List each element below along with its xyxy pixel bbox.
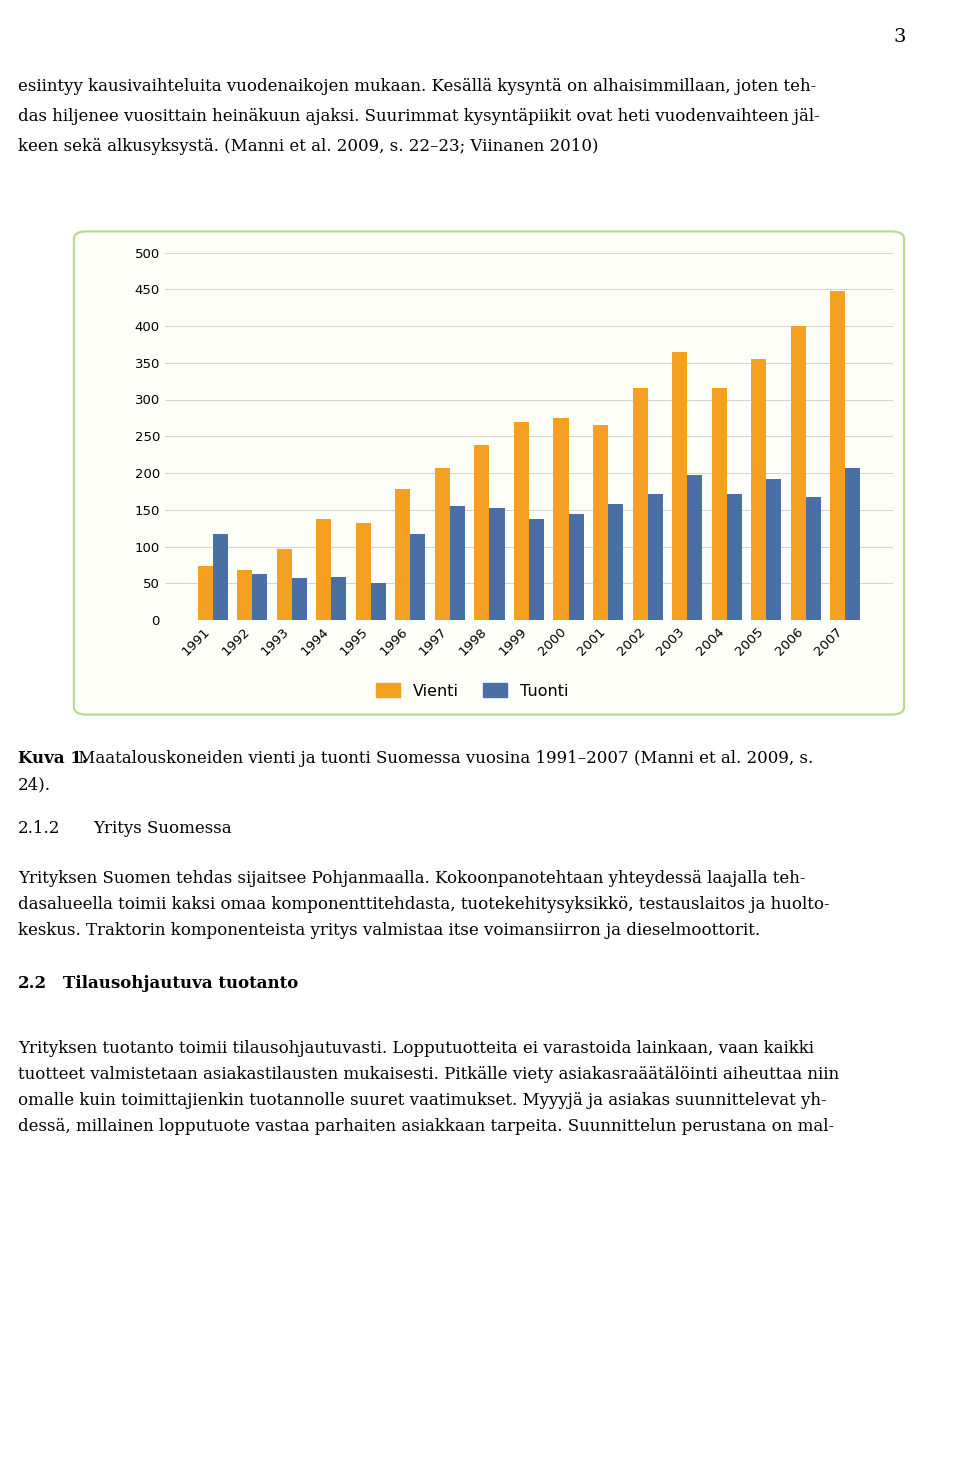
Text: tuotteet valmistetaan asiakastilausten mukaisesti. Pitkälle viety asiakasraäätäl: tuotteet valmistetaan asiakastilausten m… <box>18 1066 839 1083</box>
Text: 2.2: 2.2 <box>18 975 47 993</box>
Bar <box>198 566 213 620</box>
Text: keen sekä alkusyksystä. (Manni et al. 2009, s. 22–23; Viinanen 2010): keen sekä alkusyksystä. (Manni et al. 20… <box>18 139 598 155</box>
Bar <box>529 519 544 620</box>
Bar <box>435 468 450 620</box>
Text: 24).: 24). <box>18 776 51 794</box>
Bar <box>790 326 805 620</box>
Text: Kuva 1.: Kuva 1. <box>18 749 87 767</box>
Bar <box>237 569 252 620</box>
Bar <box>371 583 386 620</box>
Bar <box>450 506 465 620</box>
FancyBboxPatch shape <box>60 223 919 723</box>
Bar <box>213 534 228 619</box>
Text: Yrityksen tuotanto toimii tilausohjautuvasti. Lopputuotteita ei varastoida laink: Yrityksen tuotanto toimii tilausohjautuv… <box>18 1040 814 1058</box>
Bar <box>711 388 727 620</box>
Text: dessä, millainen lopputuote vastaa parhaiten asiakkaan tarpeita. Suunnittelun pe: dessä, millainen lopputuote vastaa parha… <box>18 1118 834 1134</box>
Text: Yritys Suomessa: Yritys Suomessa <box>93 820 231 836</box>
Bar <box>687 475 702 620</box>
FancyBboxPatch shape <box>74 232 904 714</box>
Text: Maatalouskoneiden vienti ja tuonti Suomessa vuosina 1991–2007 (Manni et al. 2009: Maatalouskoneiden vienti ja tuonti Suome… <box>73 749 813 767</box>
Text: dasalueella toimii kaksi omaa komponenttitehdasta, tuotekehitysyksikkö, testausl: dasalueella toimii kaksi omaa komponentt… <box>18 895 829 913</box>
Bar <box>805 497 821 620</box>
Text: das hiljenee vuosittain heinäkuun ajaksi. Suurimmat kysyntäpiikit ovat heti vuod: das hiljenee vuosittain heinäkuun ajaksi… <box>18 108 820 125</box>
Bar <box>830 292 845 620</box>
Bar <box>411 534 425 619</box>
Text: 3: 3 <box>894 28 906 46</box>
Bar <box>845 468 860 620</box>
Bar <box>396 490 411 620</box>
Text: esiintyy kausivaihteluita vuodenaikojen mukaan. Kesällä kysyntä on alhaisimmilla: esiintyy kausivaihteluita vuodenaikojen … <box>18 78 816 94</box>
Bar <box>356 524 371 620</box>
Bar <box>727 494 741 620</box>
Text: Tilausohjautuva tuotanto: Tilausohjautuva tuotanto <box>63 975 299 993</box>
Bar <box>593 425 608 620</box>
Bar <box>292 578 307 620</box>
Text: omalle kuin toimittajienkin tuotannolle suuret vaatimukset. Myyyjä ja asiakas su: omalle kuin toimittajienkin tuotannolle … <box>18 1092 827 1109</box>
Bar <box>317 519 331 620</box>
Bar <box>331 577 347 620</box>
Bar <box>514 422 529 620</box>
Bar <box>568 515 584 620</box>
Bar <box>751 358 766 620</box>
Bar <box>647 494 662 620</box>
Bar <box>252 574 268 619</box>
Bar <box>474 445 490 620</box>
Bar <box>276 550 292 619</box>
Text: Yrityksen Suomen tehdas sijaitsee Pohjanmaalla. Kokoonpanotehtaan yhteydessä laa: Yrityksen Suomen tehdas sijaitsee Pohjan… <box>18 870 805 886</box>
Text: keskus. Traktorin komponenteista yritys valmistaa itse voimansiirron ja dieselmo: keskus. Traktorin komponenteista yritys … <box>18 922 760 940</box>
Bar <box>766 479 781 620</box>
Legend: Vienti, Tuonti: Vienti, Tuonti <box>370 677 574 705</box>
Bar <box>554 417 568 620</box>
Bar <box>672 351 687 620</box>
Bar <box>490 507 505 620</box>
Bar <box>608 504 623 620</box>
Text: 2.1.2: 2.1.2 <box>18 820 60 836</box>
Bar <box>633 388 647 620</box>
